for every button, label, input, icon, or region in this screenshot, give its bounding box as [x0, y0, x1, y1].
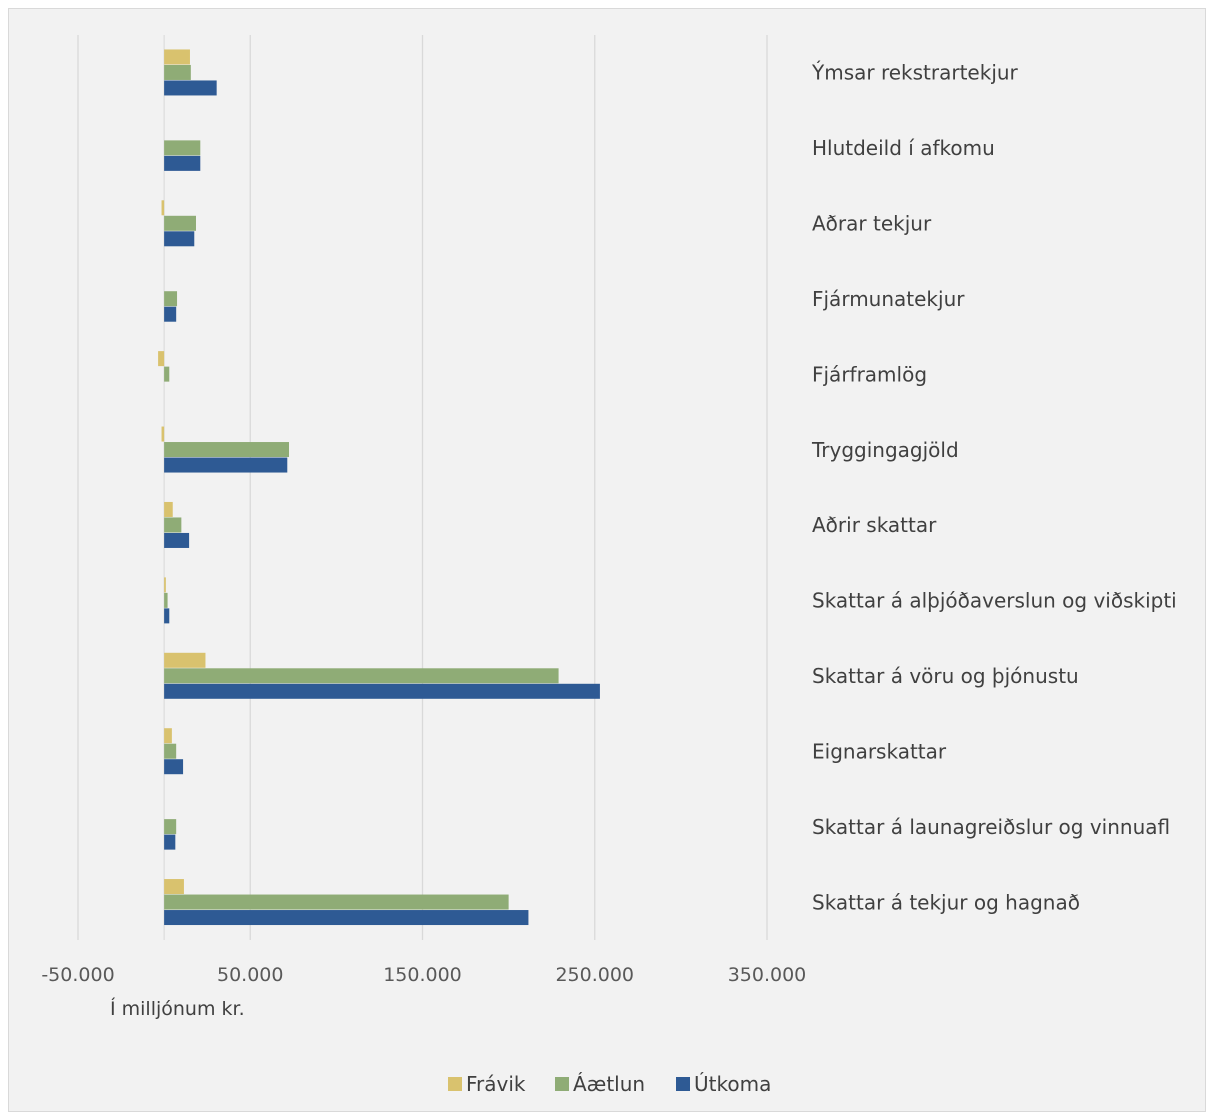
bar — [164, 140, 201, 156]
legend-label: Áætlun — [573, 1072, 645, 1096]
x-tick-label: 250.000 — [555, 964, 634, 986]
category-label: Aðrar tekjur — [812, 212, 932, 236]
legend-swatch — [555, 1077, 569, 1091]
bar — [164, 306, 177, 322]
category-label: Eignarskattar — [812, 739, 947, 763]
x-tick-label: -50.000 — [41, 964, 114, 986]
bar — [164, 532, 190, 548]
category-label: Skattar á vöru og þjónustu — [812, 664, 1079, 688]
x-tick-label: 150.000 — [383, 964, 462, 986]
category-label: Fjármunatekjur — [812, 287, 965, 311]
bar — [164, 577, 166, 593]
bar — [158, 351, 165, 367]
bar — [164, 64, 191, 80]
bar — [164, 743, 177, 759]
bar — [161, 426, 165, 442]
category-label: Ýmsar rekstrartekjur — [811, 61, 1019, 85]
bar — [164, 683, 600, 699]
bar — [164, 80, 217, 96]
category-label: Fjárframlög — [812, 362, 927, 386]
category-label: Hlutdeild í afkomu — [812, 136, 995, 160]
bar — [164, 215, 196, 231]
category-label: Aðrir skattar — [812, 513, 937, 537]
bar — [164, 879, 184, 895]
bar — [164, 592, 168, 608]
x-tick-label: 50.000 — [217, 964, 283, 986]
bar — [164, 728, 172, 744]
bar — [164, 517, 182, 533]
bar — [164, 910, 529, 926]
bar — [164, 652, 206, 668]
bar — [164, 49, 190, 65]
bar — [164, 819, 177, 835]
legend-label: Frávik — [466, 1072, 526, 1096]
bar — [164, 366, 170, 382]
bar — [164, 291, 178, 307]
chart-area — [8, 8, 1206, 1112]
bar — [164, 608, 170, 624]
axis-unit-label: Í milljónum kr. — [110, 997, 245, 1020]
category-label: Tryggingagjöld — [811, 438, 959, 462]
x-tick-label: 350.000 — [728, 964, 807, 986]
category-label: Skattar á launagreiðslur og vinnuafl — [812, 815, 1170, 839]
bar — [164, 231, 195, 247]
category-label: Skattar á alþjóðaverslun og viðskipti — [812, 589, 1177, 613]
bar — [164, 894, 509, 910]
bar — [164, 501, 173, 517]
legend-swatch — [448, 1077, 462, 1091]
legend-label: Útkoma — [694, 1072, 771, 1096]
bar — [164, 668, 559, 684]
bar — [164, 457, 288, 473]
category-label: Skattar á tekjur og hagnað — [812, 890, 1080, 914]
legend-swatch — [676, 1077, 690, 1091]
bar — [161, 200, 165, 216]
bar — [164, 759, 184, 775]
bar — [164, 442, 290, 458]
bar — [164, 155, 201, 171]
bar — [164, 834, 176, 850]
